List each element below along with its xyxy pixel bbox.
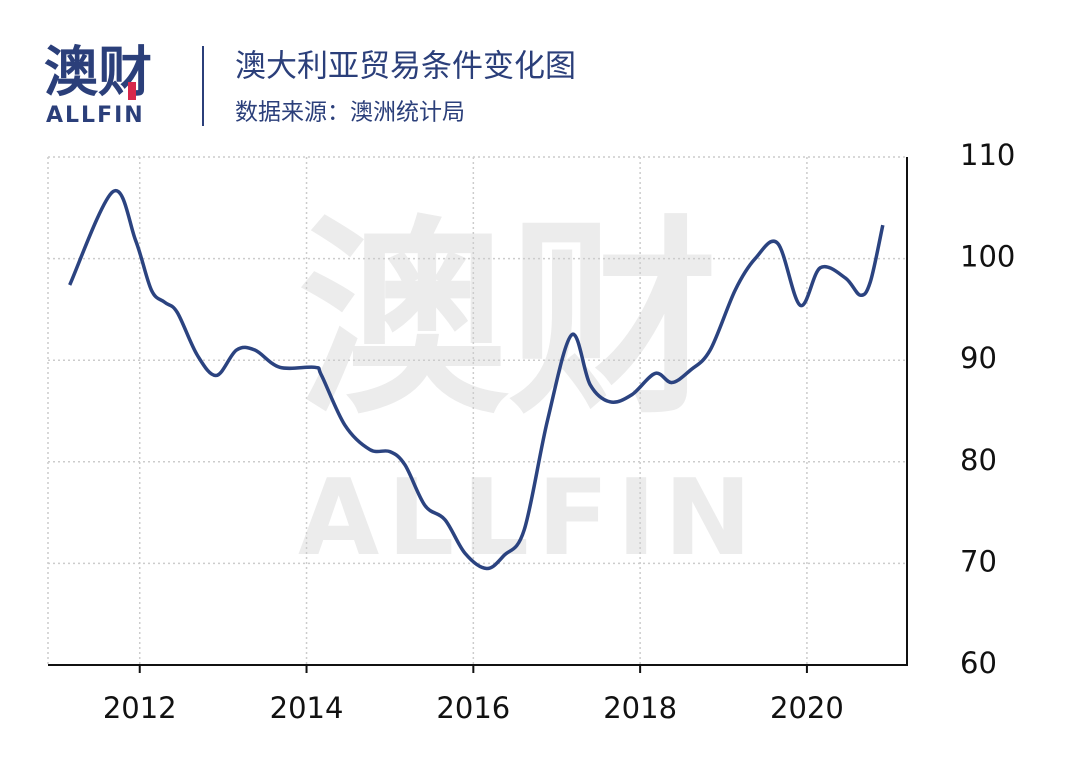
y-tick-label: 70 [960,544,997,578]
logo-accent [128,82,136,100]
x-tick-label: 2018 [603,691,677,725]
logo-sub: ALLFIN [46,103,145,128]
y-tick-label: 100 [960,240,1015,274]
chart-subtitle: 数据来源：澳洲统计局 [235,100,465,126]
line [68,188,885,571]
x-tick-label: 2020 [770,691,844,725]
y-tick-label: 90 [960,341,997,375]
y-tick-label: 60 [960,646,997,680]
x-tick-label: 2014 [270,691,344,725]
watermark-sub: ALLFIN [298,457,760,579]
y-tick-label: 110 [960,138,1015,172]
y-tick-label: 80 [960,443,997,477]
x-tick-label: 2016 [436,691,510,725]
watermark: 澳财 [298,198,718,443]
x-tick-label: 2012 [103,691,177,725]
chart-title: 澳大利亚贸易条件变化图 [235,49,576,85]
